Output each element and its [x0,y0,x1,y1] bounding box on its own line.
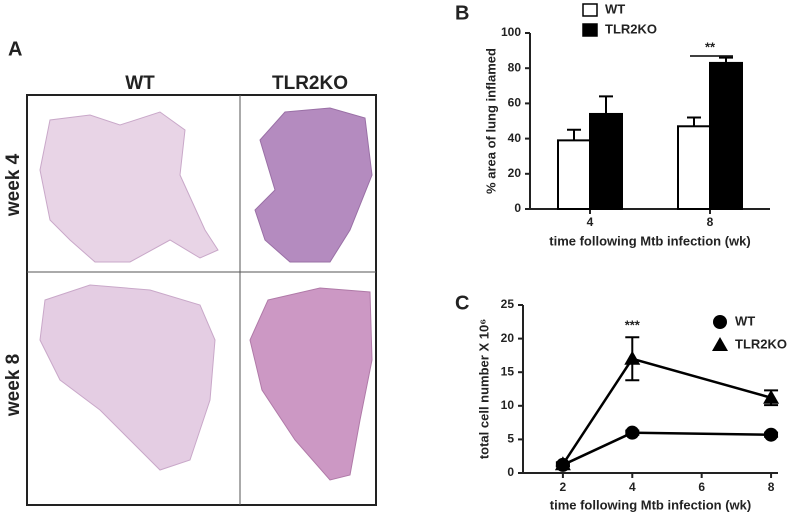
column-label: TLR2KO [272,73,348,94]
legend-swatch [582,23,598,37]
frame [26,94,377,506]
bar [589,112,623,210]
column-label: WT [125,73,155,94]
marker [554,456,571,471]
y-tick-label: 100 [501,25,521,39]
annotation: ** [705,39,716,54]
legend-marker [712,337,728,351]
panel-label: A [8,38,22,60]
legend-label: TLR2KO [605,21,657,36]
row-label: week 8 [3,354,24,417]
legend-label: TLR2KO [735,336,787,351]
panel-label: B [455,2,469,24]
y-tick-label: 20 [508,166,522,180]
x-axis-label: time following Mtb infection (wk) [550,497,751,512]
bar [677,125,711,210]
histology-grid [26,94,377,506]
tissue [249,287,373,481]
tissue [39,111,219,263]
line [561,357,772,465]
row-label: week 4 [3,153,24,217]
y-tick-label: 60 [508,96,522,110]
y-tick-label: 10 [501,398,515,412]
y-axis-label: % area of lung inflamed [483,48,498,194]
y-tick-label: 0 [514,201,521,215]
y-tick-label: 80 [508,60,522,74]
x-tick-label: 2 [560,480,567,494]
error-bar [687,116,701,127]
x-axis-label: time following Mtb infection (wk) [549,233,750,248]
tissue [39,284,216,471]
marker [763,389,780,404]
error-bar [719,56,733,63]
panel-label: C [455,292,469,314]
x-tick-label: 4 [629,480,636,494]
marker [764,427,779,442]
error-bar [567,128,581,141]
x-tick-label: 4 [587,215,594,229]
tissue [254,107,373,263]
error-bar [599,95,613,114]
y-tick-label: 15 [501,364,515,378]
line [562,431,772,467]
bar [709,61,743,210]
legend-label: WT [605,1,625,16]
legend-label: WT [735,313,755,328]
marker [625,425,640,440]
x-tick-label: 6 [698,480,705,494]
x-tick-label: 8 [768,480,775,494]
y-tick-label: 40 [508,131,522,145]
legend-marker [713,315,727,329]
annotation: *** [625,317,641,332]
y-tick-label: 25 [501,297,515,311]
y-tick-label: 5 [507,432,514,446]
y-axis-label: total cell number X 10⁶ [476,319,491,459]
marker [624,350,641,365]
legend-swatch [582,3,598,17]
bar [557,139,591,210]
y-tick-label: 20 [501,331,515,345]
y-tick-label: 0 [507,465,514,479]
x-tick-label: 8 [707,215,714,229]
